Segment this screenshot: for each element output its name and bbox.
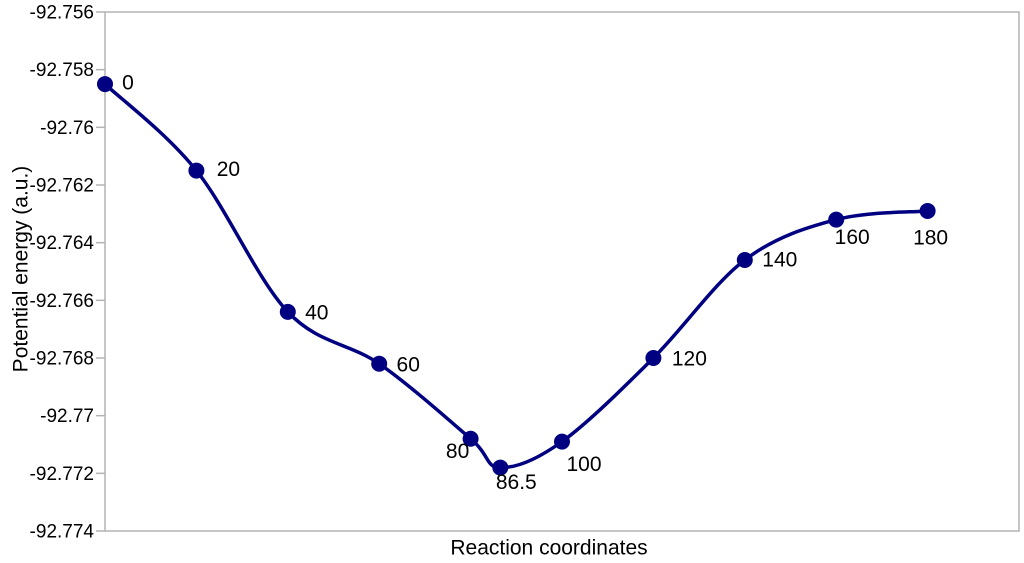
y-tick-label: -92.764 <box>30 233 95 254</box>
data-point-marker <box>462 430 479 447</box>
y-tick-label: -92.768 <box>30 349 94 370</box>
data-point-label: 60 <box>397 353 420 376</box>
data-point-marker <box>97 76 113 93</box>
y-tick-label: -92.774 <box>30 522 95 543</box>
y-tick-label: -92.758 <box>30 60 94 81</box>
data-point-marker <box>371 355 388 372</box>
y-axis-title: Potential energy (a.u.) <box>9 165 33 373</box>
data-point-label: 100 <box>566 453 601 476</box>
data-point-label: 86.5 <box>496 471 537 494</box>
data-point-label: 0 <box>122 72 134 95</box>
data-point-marker <box>645 350 662 366</box>
data-point-marker <box>279 303 296 320</box>
data-point-label: 120 <box>672 348 707 371</box>
data-point-marker <box>919 202 936 219</box>
y-tick-label: -92.766 <box>30 291 94 312</box>
data-point-marker <box>492 459 509 476</box>
data-point-label: 80 <box>446 440 469 463</box>
y-tick-label: -92.77 <box>40 406 94 427</box>
data-point-label: 40 <box>305 301 328 324</box>
x-axis-title: Reaction coordinates <box>450 536 648 560</box>
data-point-marker <box>554 433 570 450</box>
data-point-marker <box>828 211 845 228</box>
data-point-marker <box>736 251 753 268</box>
data-point-label: 20 <box>217 158 240 181</box>
energy-curve <box>103 82 930 470</box>
data-point-label: 140 <box>762 248 797 271</box>
y-tick-label: -92.76 <box>40 118 94 139</box>
plot-area-border <box>104 11 1020 532</box>
y-tick-label: -92.772 <box>30 464 94 485</box>
y-tick-label: -92.762 <box>30 176 94 197</box>
y-tick-label: -92.756 <box>30 3 94 24</box>
data-point-label: 180 <box>913 226 948 249</box>
data-point-marker <box>188 162 205 179</box>
data-point-label: 160 <box>835 226 870 249</box>
